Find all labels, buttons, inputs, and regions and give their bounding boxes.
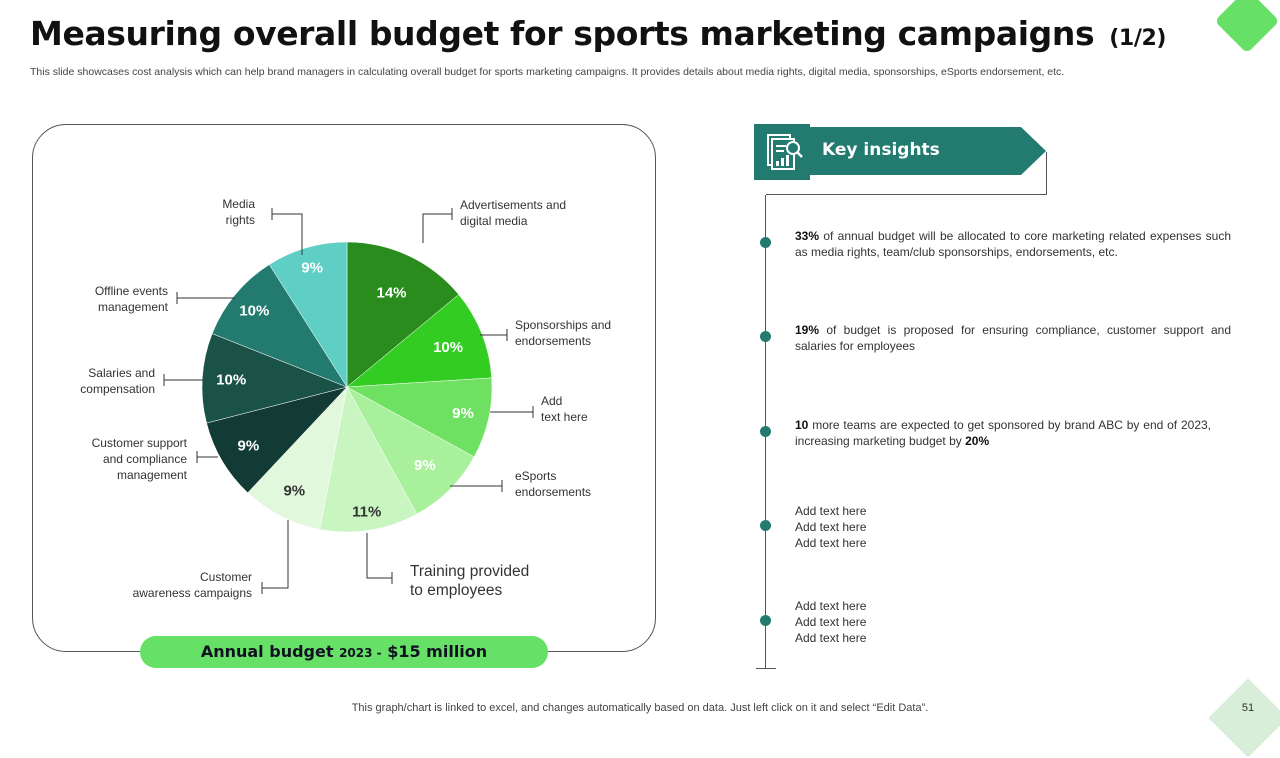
insights-title: Key insights [822, 140, 940, 160]
slice-category-label: Media [222, 197, 255, 211]
page-subtitle: This slide showcases cost analysis which… [30, 66, 1065, 78]
slice-category-label: Training provided [410, 563, 529, 580]
budget-amount: $15 million [387, 642, 488, 661]
budget-label: Annual budget [200, 642, 334, 661]
slice-category-label: Salaries and [88, 366, 155, 380]
placeholder-line: Add text here [795, 504, 867, 518]
insight-1-lead: 33% [795, 229, 820, 243]
pie-value-label: 10% [216, 372, 246, 389]
pie-slice[interactable] [247, 386, 348, 530]
pie-slice[interactable] [201, 333, 348, 424]
pie-slice[interactable] [268, 241, 348, 388]
slice-category-label: Advertisements and [460, 198, 566, 212]
page-title: Measuring overall budget for sports mark… [30, 14, 1166, 53]
timeline-dot [760, 426, 771, 437]
slice-category-label: endorsements [515, 334, 591, 348]
insight-1-text: of annual budget will be allocated to co… [795, 229, 1231, 259]
slice-category-label: text here [541, 410, 588, 424]
timeline-end-cap [756, 668, 776, 669]
pie-slice[interactable] [211, 264, 348, 388]
insight-3-text: more teams are expected to get sponsored… [795, 418, 1211, 448]
slice-category-label: rights [226, 213, 255, 227]
slice-category-label: digital media [460, 214, 528, 228]
leader-line [422, 213, 452, 243]
slice-category-label: Add [541, 394, 562, 408]
slice-category-label: eSports [515, 469, 556, 483]
pie-chart[interactable]: 14% 10% 9% 9% 11% 9% 9% 10% 10% 9% Advertisements … [0, 0, 1280, 720]
pie-slice[interactable] [346, 377, 493, 458]
placeholder-line: Add text here [795, 599, 867, 613]
placeholder-line: Add text here [795, 520, 867, 534]
insights-banner [810, 127, 1046, 175]
title-text: Measuring overall budget for sports mark… [30, 14, 1095, 53]
insight-item-5: Add text here Add text here Add text her… [795, 598, 1231, 646]
pie-value-label: 10% [433, 339, 463, 356]
leader-line [272, 213, 303, 255]
insight-3-tail: 20% [965, 434, 990, 448]
slice-category-label: Customer [200, 570, 252, 584]
pie-slice[interactable] [346, 294, 492, 388]
timeline-dot [760, 237, 771, 248]
slice-category-label: and compliance [103, 452, 187, 466]
slice-category-label: awareness campaigns [133, 586, 252, 600]
slice-category-label: Sponsorships and [515, 318, 611, 332]
timeline-dot [760, 520, 771, 531]
annual-budget-pill: Annual budget 2023 - $15 million [140, 636, 548, 668]
timeline-dot [760, 331, 771, 342]
placeholder-line: Add text here [795, 536, 867, 550]
slice-category-label: management [117, 468, 188, 482]
pie-value-label: 9% [414, 457, 436, 474]
slice-category-label: management [98, 300, 169, 314]
pie-slice[interactable] [346, 386, 475, 515]
pie-value-label: 14% [376, 285, 406, 302]
footer-note: This graph/chart is linked to excel, and… [351, 702, 929, 714]
slice-category-label: endorsements [515, 485, 591, 499]
insight-item-4: Add text here Add text here Add text her… [795, 503, 1231, 551]
slice-category-label: compensation [80, 382, 155, 396]
leader-line [366, 533, 392, 579]
pie-value-label: 9% [301, 259, 323, 276]
placeholder-line: Add text here [795, 631, 867, 645]
pie-slice[interactable] [319, 386, 418, 533]
insight-item-2: 19% of budget is proposed for ensuring c… [795, 322, 1231, 354]
pie-value-label: 11% [352, 504, 381, 521]
leader-line [262, 520, 289, 589]
slice-category-label: to employees [410, 582, 502, 599]
timeline-dot [760, 615, 771, 626]
budget-year: 2023 - [339, 646, 382, 660]
insight-item-1: 33% of annual budget will be allocated t… [795, 228, 1231, 260]
pie-value-label: 9% [283, 482, 305, 499]
placeholder-line: Add text here [795, 615, 867, 629]
page-number: 51 [1241, 702, 1255, 714]
banner-connector-vertical [1046, 152, 1047, 195]
title-pager: (1/2) [1109, 26, 1167, 51]
pie-slice[interactable] [346, 241, 460, 388]
insight-2-text: of budget is proposed for ensuring compl… [795, 323, 1231, 353]
pie-slice[interactable] [206, 386, 348, 494]
report-icon [767, 134, 803, 170]
insight-3-lead: 10 [795, 418, 809, 432]
slice-category-label: Offline events [95, 284, 168, 298]
pie-value-label: 9% [238, 437, 260, 454]
pie-value-label: 9% [452, 405, 474, 422]
banner-connector-horizontal [766, 194, 1046, 195]
slice-category-label: Customer support [92, 436, 188, 450]
pie-value-label: 10% [239, 302, 269, 319]
insight-item-3: 10 more teams are expected to get sponso… [795, 417, 1211, 449]
insights-icon-box [754, 124, 810, 180]
insight-2-lead: 19% [795, 323, 820, 337]
